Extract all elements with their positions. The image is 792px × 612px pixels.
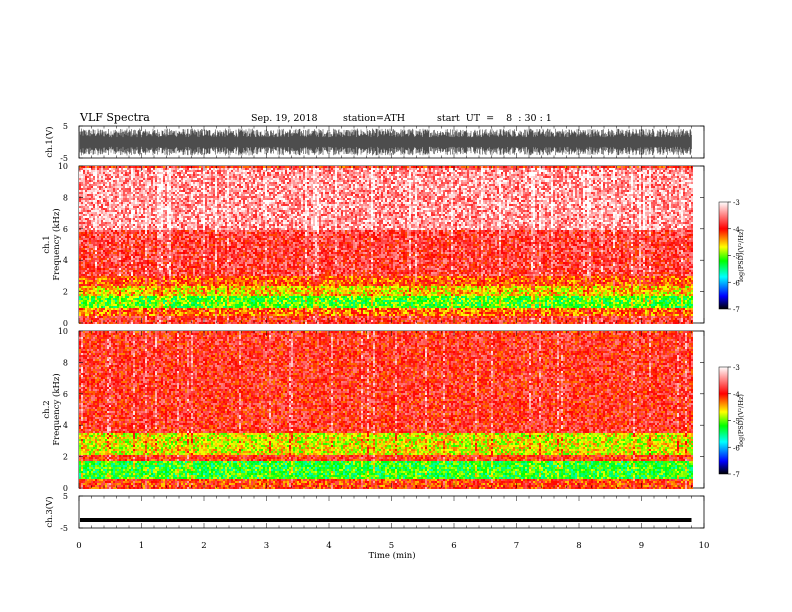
y-axis-label: Frequency (kHz) <box>51 208 62 280</box>
x-tick-label: 3 <box>264 541 269 551</box>
channel-1-waveform-trace <box>80 129 692 156</box>
x-tick-label: 7 <box>514 541 519 551</box>
x-tick-label: 10 <box>699 541 710 551</box>
y-tick-label: -5 <box>60 524 68 533</box>
colorbar-label: log(PSD)(V²/Hz) <box>737 229 745 282</box>
x-tick-label: 8 <box>576 541 581 551</box>
y-axis-label: Frequency (kHz) <box>51 373 62 445</box>
y-tick-label: 5 <box>63 122 68 131</box>
y-tick-label: 4 <box>63 256 68 265</box>
x-tick-label: 0 <box>76 541 81 551</box>
y-tick-label: 4 <box>63 421 68 430</box>
x-tick-label: 6 <box>451 541 456 551</box>
y-axis-label: ch.1 <box>42 235 52 253</box>
y-axis-label: ch.2 <box>42 400 52 418</box>
colorbar-tick-label: -3 <box>733 364 740 372</box>
x-tick-label: 4 <box>326 541 331 551</box>
y-tick-label: 8 <box>63 358 68 367</box>
y-tick-label: 6 <box>63 390 68 399</box>
colorbar-tick-label: -7 <box>733 471 740 479</box>
channel-2-spectrogram-colorbar <box>719 367 728 474</box>
y-tick-label: 2 <box>63 288 68 297</box>
colorbar-tick-label: -3 <box>733 199 740 207</box>
channel-2-spectrogram-image <box>79 331 693 489</box>
y-axis-label: ch.1(V) <box>44 126 55 157</box>
x-axis-label: Time (min) <box>368 550 415 561</box>
y-tick-label: 10 <box>58 162 68 171</box>
channel-1-spectrogram-image <box>79 166 693 324</box>
data-layer <box>79 129 693 522</box>
x-tick-label: 5 <box>389 541 394 551</box>
colorbar-label: log(PSD)(V²/Hz) <box>737 394 745 447</box>
colorbar-tick-label: -7 <box>733 306 740 314</box>
y-axis-label: ch.3(V) <box>44 496 55 527</box>
y-tick-label: 2 <box>63 453 68 462</box>
y-tick-label: 6 <box>63 225 68 234</box>
y-tick-label: 8 <box>63 193 68 202</box>
channel-3-waveform-trace <box>80 518 692 522</box>
x-tick-label: 1 <box>139 541 144 551</box>
x-tick-label: 9 <box>639 541 644 551</box>
y-tick-label: 5 <box>63 492 68 501</box>
x-tick-label: 2 <box>201 541 206 551</box>
y-tick-label: 10 <box>58 327 68 336</box>
channel-1-spectrogram-colorbar <box>719 202 728 309</box>
